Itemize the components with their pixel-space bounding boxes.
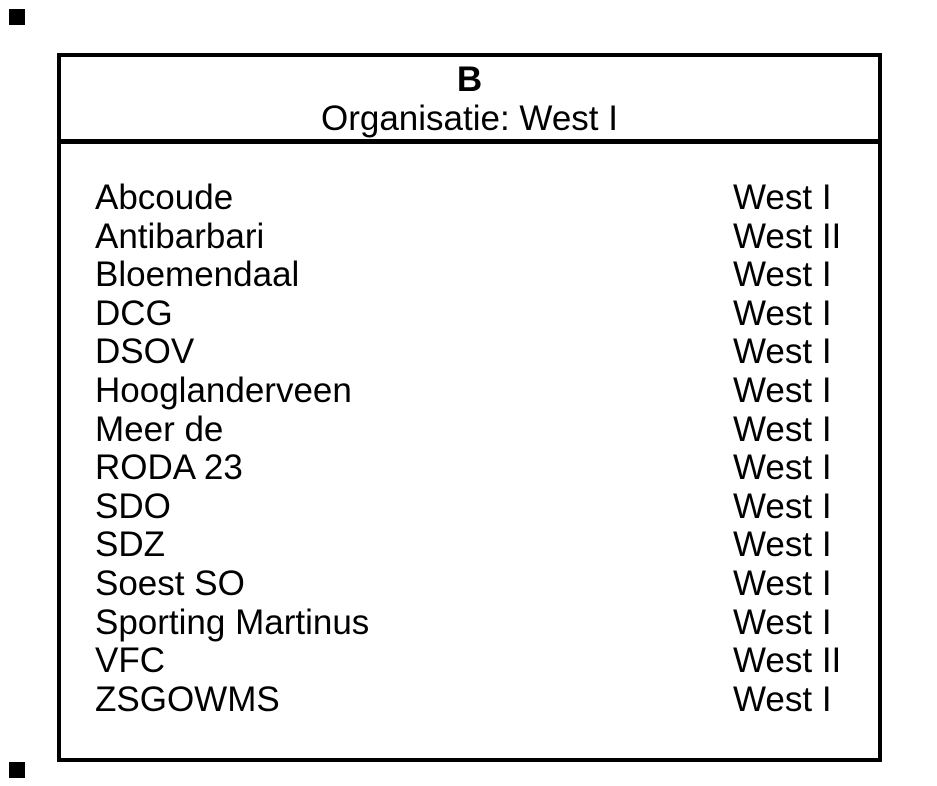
scan-mark-top-left xyxy=(9,9,25,25)
organisation-subtitle: Organisatie: West I xyxy=(321,99,618,138)
club-name: Hooglanderveen xyxy=(95,371,352,410)
club-row: Sporting Martinus West I xyxy=(95,602,868,643)
group-title: B xyxy=(456,60,483,99)
club-name: SDO xyxy=(95,487,171,526)
club-row: Abcoude West I xyxy=(95,178,868,218)
club-name: Antibarbari xyxy=(95,217,265,256)
table-header: B Organisatie: West I xyxy=(61,57,878,144)
club-list: Abcoude West I Antibarbari West II Bloem… xyxy=(61,144,878,719)
club-organisation: West II xyxy=(733,641,842,681)
club-row: SDO West I xyxy=(95,486,868,527)
club-name: SDZ xyxy=(95,526,165,565)
club-name: VFC xyxy=(95,642,165,681)
club-row: Antibarbari West II xyxy=(95,216,868,257)
club-organisation: West I xyxy=(733,255,832,295)
club-name: DSOV xyxy=(95,333,195,372)
club-name: Soest SO xyxy=(95,564,245,603)
club-name: DCG xyxy=(95,294,173,333)
club-organisation: West I xyxy=(733,178,832,217)
club-organisation: West I xyxy=(733,293,832,333)
club-row: RODA 23 West I xyxy=(95,449,868,488)
organisation-table: B Organisatie: West I Abcoude West I Ant… xyxy=(57,53,882,762)
club-name: ZSGOWMS xyxy=(95,680,280,719)
club-organisation: West I xyxy=(733,525,832,565)
club-row: DCG West I xyxy=(95,293,868,334)
club-row: Meer de West I xyxy=(95,409,868,450)
club-organisation: West II xyxy=(733,216,842,256)
club-name: Bloemendaal xyxy=(95,256,300,295)
club-organisation: West I xyxy=(733,679,832,719)
club-row: Soest SO West I xyxy=(95,563,868,604)
club-name: RODA 23 xyxy=(95,449,243,488)
club-organisation: West I xyxy=(733,409,832,449)
club-row: SDZ West I xyxy=(95,526,868,565)
club-row: ZSGOWMS West I xyxy=(95,679,868,720)
scan-mark-bottom-left xyxy=(9,762,25,778)
club-name: Abcoude xyxy=(95,179,234,217)
club-name: Sporting Martinus xyxy=(95,603,370,642)
club-row: Hooglanderveen West I xyxy=(95,370,868,411)
club-organisation: West I xyxy=(733,486,832,526)
club-organisation: West I xyxy=(733,332,832,372)
club-organisation: West I xyxy=(733,448,832,488)
club-organisation: West I xyxy=(733,370,832,410)
club-row: DSOV West I xyxy=(95,333,868,372)
club-name: Meer de xyxy=(95,410,224,449)
club-organisation: West I xyxy=(733,602,832,642)
club-row: Bloemendaal West I xyxy=(95,256,868,295)
club-row: VFC West II xyxy=(95,642,868,681)
club-organisation: West I xyxy=(733,563,832,603)
